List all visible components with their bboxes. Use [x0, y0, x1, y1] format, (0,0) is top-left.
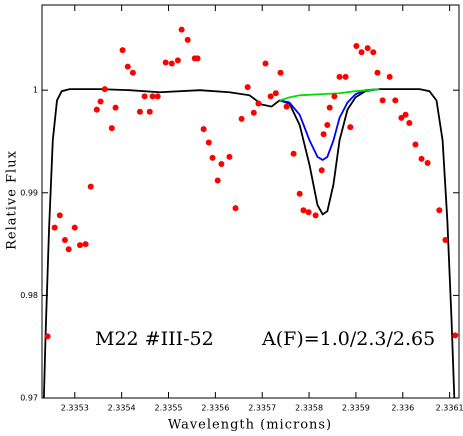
data-point — [320, 131, 327, 138]
data-point — [412, 141, 419, 148]
data-point — [262, 60, 269, 67]
data-point — [226, 153, 233, 160]
data-point — [71, 224, 78, 231]
data-point — [214, 177, 221, 184]
data-point — [238, 115, 245, 122]
data-point — [277, 69, 284, 76]
data-point — [194, 55, 201, 62]
y-tick-label: 1 — [33, 86, 38, 95]
data-point — [442, 236, 449, 243]
data-point — [290, 150, 297, 157]
x-tick-label: 2.336 — [391, 404, 414, 413]
data-point — [97, 98, 104, 105]
plot-frame — [41, 4, 460, 399]
y-tick-label: 0.98 — [20, 291, 38, 300]
model-line — [42, 88, 456, 399]
data-point — [452, 332, 459, 339]
data-point — [250, 109, 257, 116]
data-point — [93, 106, 100, 113]
model-line — [279, 88, 380, 102]
data-point — [44, 333, 51, 340]
x-tick-label: 2.3355 — [155, 404, 183, 413]
data-point — [255, 100, 262, 107]
data-point — [184, 36, 191, 43]
x-tick-label: 2.3358 — [295, 404, 323, 413]
data-point — [65, 246, 72, 253]
data-point — [168, 60, 175, 67]
data-point — [326, 104, 333, 111]
data-point — [358, 49, 365, 56]
data-point — [305, 209, 312, 216]
data-point — [244, 84, 251, 91]
data-point — [82, 241, 89, 248]
data-point — [300, 207, 307, 214]
x-tick-label: 2.3359 — [342, 404, 370, 413]
y-tick-label: 0.99 — [20, 188, 38, 197]
data-point — [51, 224, 58, 231]
data-point — [296, 190, 303, 197]
data-point — [418, 155, 425, 162]
x-axis-label: Wavelength (microns) — [168, 418, 332, 433]
data-point — [402, 111, 409, 118]
data-point — [76, 242, 83, 249]
data-point — [205, 139, 212, 146]
data-point — [119, 47, 126, 54]
data-point — [136, 108, 143, 115]
data-point — [312, 212, 319, 219]
data-point — [124, 63, 131, 70]
data-point — [353, 43, 360, 50]
x-tick-label: 2.3356 — [201, 404, 229, 413]
x-tick-label: 2.3353 — [61, 404, 89, 413]
data-point — [87, 183, 94, 190]
data-point — [379, 97, 386, 104]
x-tick-label: 2.3361 — [436, 404, 463, 413]
data-point — [386, 73, 393, 80]
data-point — [232, 205, 239, 212]
data-point — [218, 161, 225, 168]
data-point — [267, 93, 274, 100]
data-point — [141, 93, 148, 100]
data-point — [398, 114, 405, 121]
y-axis-label: Relative Flux — [5, 150, 20, 250]
data-point — [406, 120, 413, 127]
data-point — [154, 93, 161, 100]
data-point — [318, 167, 325, 174]
data-point — [342, 73, 349, 80]
data-point — [347, 124, 354, 131]
data-point — [209, 154, 216, 161]
data-point — [370, 49, 377, 56]
data-point — [162, 59, 169, 66]
x-tick-label: 2.3354 — [108, 404, 136, 413]
data-point — [336, 73, 343, 80]
data-point — [174, 57, 181, 64]
data-point — [56, 212, 63, 219]
data-point — [436, 207, 443, 214]
data-point — [283, 103, 290, 110]
annotation: M22 #III-52 — [95, 328, 214, 350]
data-point — [108, 125, 115, 132]
y-tick-label: 0.97 — [20, 394, 38, 403]
data-point — [392, 97, 399, 104]
data-point — [149, 93, 156, 100]
data-point — [146, 108, 153, 115]
data-point — [374, 69, 381, 76]
data-point — [200, 126, 207, 133]
data-point — [129, 69, 136, 76]
x-tick-label: 2.3357 — [248, 404, 276, 413]
data-point — [424, 160, 431, 167]
data-point — [324, 122, 331, 129]
data-point — [331, 93, 338, 100]
annotation: A(F)=1.0/2.3/2.65 — [261, 328, 435, 350]
data-point — [364, 45, 371, 52]
data-point — [272, 90, 279, 97]
data-point — [178, 26, 185, 33]
model-line — [279, 88, 380, 162]
data-point — [101, 86, 108, 93]
data-point — [112, 104, 119, 111]
data-point — [61, 236, 68, 243]
